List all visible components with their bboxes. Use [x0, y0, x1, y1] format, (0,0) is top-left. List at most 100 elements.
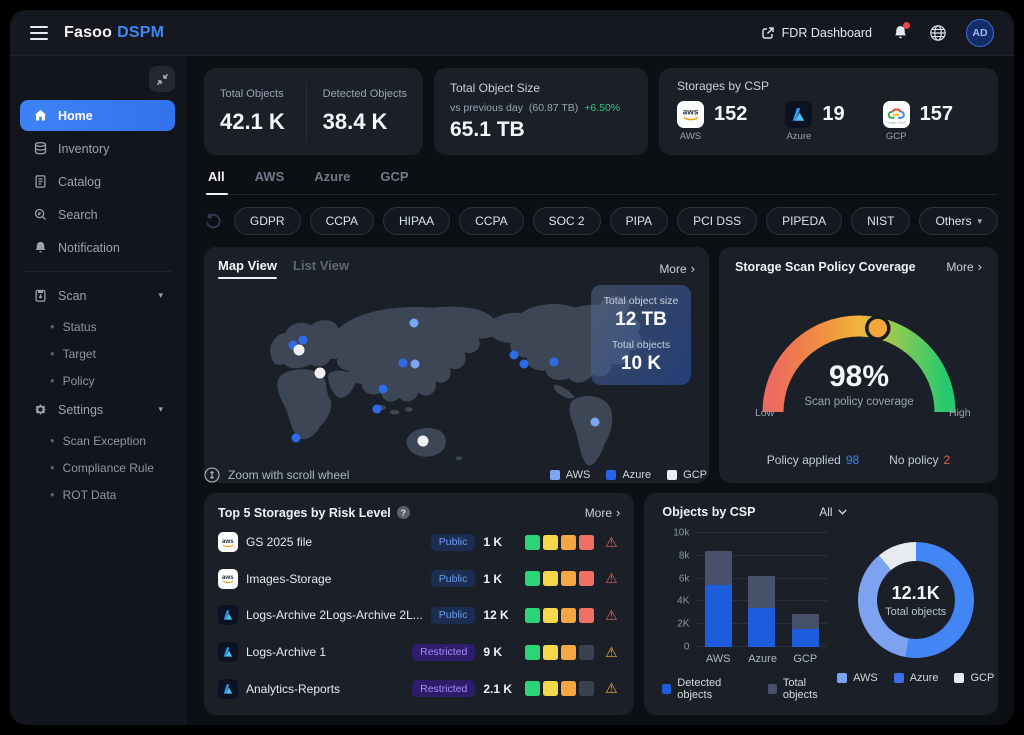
storage-row-gs-2025-file[interactable]: aws GS 2025 file Public 1 K ⚠ [218, 532, 620, 553]
filter-chip-pipeda[interactable]: PIPEDA [766, 207, 843, 235]
sidebar-item-label: Home [58, 108, 93, 123]
filter-chip-ccpa[interactable]: CCPA [309, 207, 375, 235]
map-footer: Zoom with scroll wheel AWS Azure GCP [204, 467, 707, 483]
svg-text:Google Cloud: Google Cloud [887, 121, 906, 125]
bar-azure[interactable] [748, 533, 776, 647]
object-size-compare: vs previous day (60.87 TB) +6.50% [450, 102, 621, 114]
tab-azure[interactable]: Azure [314, 169, 351, 184]
sidebar-subitem-label: Status [62, 319, 97, 334]
map-dot-aws[interactable] [410, 359, 420, 369]
bar-gcp[interactable] [791, 533, 819, 647]
aws-icon: aws [218, 568, 238, 589]
map-more-link[interactable]: More › [659, 261, 695, 276]
filter-chip-nist[interactable]: NIST [851, 207, 911, 235]
azure-icon [218, 678, 238, 699]
sidebar-subitem-target[interactable]: • Target [20, 340, 175, 367]
donut-center: 12.1K Total objects [876, 561, 955, 639]
gauge-more-link[interactable]: More › [946, 259, 982, 274]
map-dot-azure[interactable] [372, 404, 382, 414]
filter-chip-gdpr[interactable]: GDPR [233, 207, 301, 235]
map-dot-azure[interactable] [549, 357, 559, 366]
bell-icon [894, 26, 906, 39]
sidebar-item-catalog[interactable]: Catalog [20, 166, 175, 197]
filter-chip-soc-2[interactable]: SOC 2 [532, 207, 601, 235]
sidebar-item-scan[interactable]: Scan ▾ [20, 280, 175, 311]
tab-gcp[interactable]: GCP [380, 169, 409, 184]
reset-filters-icon[interactable] [204, 210, 225, 232]
language-globe-button[interactable] [928, 23, 948, 43]
storage-row-analytics-reports[interactable]: Analytics-Reports Restricted 2.1 K ⚠ [218, 678, 620, 699]
map-dot-aws[interactable] [590, 417, 600, 427]
filter-chip-hipaa[interactable]: HIPAA [383, 207, 451, 235]
sidebar-subitem-policy[interactable]: • Policy [20, 367, 175, 394]
tab-aws[interactable]: AWS [254, 169, 285, 184]
storage-row-logs-archive-1[interactable]: Logs-Archive 1 Restricted 9 K ⚠ [218, 642, 620, 663]
map-dot-azure[interactable] [509, 350, 519, 360]
gauge-svg: 98% Scan policy coverage Low High [755, 314, 970, 419]
donut-ring: 12.1K Total objects [857, 542, 974, 658]
world-map[interactable]: Total object size 12 TB Total objects 10… [218, 281, 695, 475]
svg-text:aws: aws [222, 574, 234, 581]
storage-name: GS 2025 file [246, 535, 313, 550]
map-dot-gcp[interactable] [417, 435, 429, 447]
storage-row-logs-archive-2logs-archive-2l[interactable]: Logs-Archive 2Logs-Archive 2L... Public 12… [218, 605, 620, 626]
bar-aws[interactable] [704, 533, 732, 647]
filter-chip-ccpa-2[interactable]: CCPA [459, 207, 524, 235]
map-dot-azure[interactable] [288, 340, 298, 350]
gauge-knob[interactable] [864, 314, 891, 341]
objects-filter-dropdown[interactable]: All [819, 505, 847, 519]
brand-accent: DSPM [117, 23, 165, 41]
risk-level-squares [525, 607, 595, 623]
map-tab-list-view[interactable]: List View [293, 258, 350, 273]
map-dot-azure[interactable] [378, 384, 388, 394]
filter-chip-pci-dss[interactable]: PCI DSS [677, 207, 758, 235]
map-dot-azure[interactable] [519, 359, 529, 369]
fdr-dashboard-link[interactable]: FDR Dashboard [761, 26, 872, 40]
map-dot-gcp[interactable] [314, 367, 326, 379]
filter-chip-others[interactable]: Others ▾ [919, 207, 998, 235]
sidebar-subitem-label: Policy [62, 373, 95, 388]
map-dot-aws[interactable] [409, 318, 419, 328]
menu-icon[interactable] [30, 25, 48, 40]
no-policy-stat: No policy 2 [889, 453, 951, 467]
access-badge: Restricted [412, 680, 476, 698]
sidebar-item-label: Settings [58, 402, 104, 417]
risk-square-green [525, 607, 541, 623]
sidebar-subitem-status[interactable]: • Status [20, 313, 175, 340]
map-card: Map View List View More › [204, 247, 709, 483]
notification-bell-button[interactable] [890, 21, 910, 43]
chevron-right-icon: › [690, 261, 695, 276]
bar-legend-total-objects: Total objects [768, 677, 837, 701]
sidebar-item-home[interactable]: Home [20, 100, 175, 131]
sidebar-item-search[interactable]: Search [20, 199, 175, 230]
warning-icon: ⚠ [605, 570, 618, 587]
risk-square-yellow [543, 607, 559, 623]
sidebar-collapse-button[interactable] [149, 66, 175, 92]
storage-row-images-storage[interactable]: aws Images-Storage Public 1 K ⚠ [218, 568, 620, 589]
sidebar-subitem-scan-exception[interactable]: • Scan Exception [20, 427, 175, 454]
user-avatar[interactable]: AD [966, 18, 994, 47]
warning-icon: ⚠ [605, 606, 618, 623]
help-icon[interactable]: ? [396, 506, 410, 519]
objects-by-csp-card: Objects by CSP All 0 2K 4K 6k 8k 10k AWS Azure… [644, 493, 998, 715]
tab-all[interactable]: All [206, 165, 228, 195]
brand-primary: Fasoo [64, 23, 113, 41]
map-dot-gcp[interactable] [293, 344, 305, 356]
legend-label: Azure [622, 469, 652, 481]
top5-more-link[interactable]: More › [584, 505, 621, 520]
sidebar-item-settings[interactable]: Settings ▾ [20, 394, 175, 425]
map-dot-azure[interactable] [298, 335, 308, 345]
sidebar-item-notification[interactable]: Notification [20, 232, 175, 263]
sidebar-subitem-rot-data[interactable]: • ROT Data [20, 481, 175, 508]
total-objects-value: 42.1 K [220, 109, 285, 134]
sidebar-subitem-compliance-rule[interactable]: • Compliance Rule [20, 454, 175, 481]
filter-chip-pipa[interactable]: PIPA [609, 207, 669, 235]
map-tab-map-view[interactable]: Map View [218, 258, 278, 279]
sidebar-item-inventory[interactable]: Inventory [20, 133, 175, 164]
gcp-icon: Google Cloud [882, 101, 910, 128]
map-dot-azure[interactable] [398, 358, 408, 368]
chevron-down-icon: ▾ [158, 290, 163, 300]
sidebar-item-label: Inventory [58, 141, 110, 156]
donut-legend-azure: Azure [893, 672, 938, 684]
map-dot-azure[interactable] [291, 433, 301, 443]
